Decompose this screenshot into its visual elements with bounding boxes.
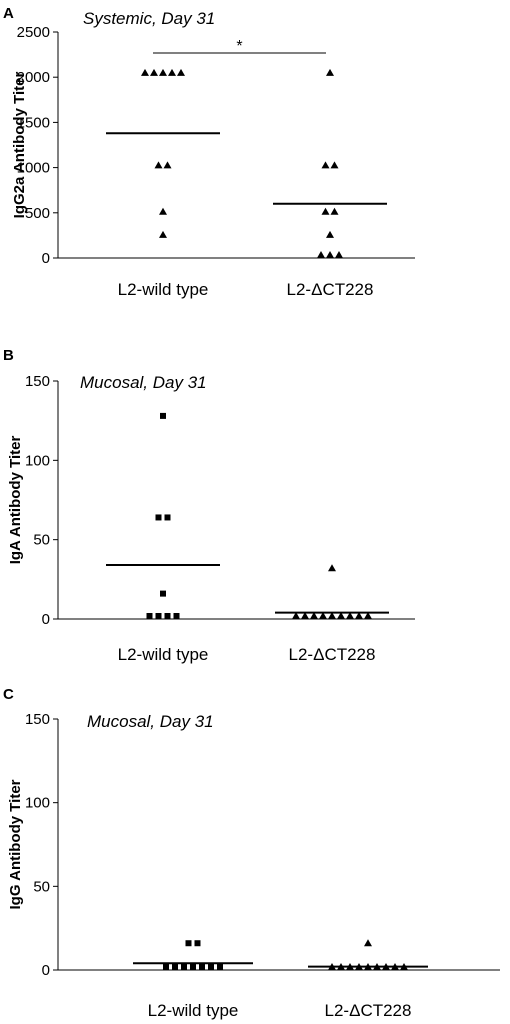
data-point <box>163 964 169 970</box>
data-point <box>190 964 196 970</box>
y-tick-label: 0 <box>42 250 50 267</box>
data-point <box>185 940 192 947</box>
data-point <box>208 964 214 970</box>
data-point <box>199 964 205 970</box>
data-point <box>173 613 180 619</box>
data-point <box>154 161 163 169</box>
data-point <box>319 612 327 619</box>
y-tick-label: 2000 <box>17 69 50 86</box>
data-point <box>321 161 330 169</box>
x-category-label: L2-wild type <box>118 280 209 299</box>
data-point <box>159 68 167 76</box>
data-point <box>150 68 158 76</box>
y-tick-label: 100 <box>25 795 50 812</box>
data-point <box>328 564 336 572</box>
y-axis-label: IgA Antibody Titer <box>7 436 24 565</box>
data-point <box>177 68 185 76</box>
data-point <box>155 613 162 619</box>
x-category-label: L2-ΔCT228 <box>325 1001 412 1020</box>
data-point <box>337 612 345 619</box>
y-tick-label: 1000 <box>17 160 50 177</box>
y-tick-label: 0 <box>42 962 50 979</box>
data-point <box>168 68 176 76</box>
data-point <box>317 251 325 258</box>
y-tick-label: 1500 <box>17 114 50 131</box>
data-point <box>194 940 201 947</box>
data-point <box>330 207 339 215</box>
x-category-label: L2-ΔCT228 <box>287 280 374 299</box>
y-tick-label: 50 <box>33 878 50 895</box>
data-point <box>155 514 162 521</box>
data-point <box>159 207 167 215</box>
data-point <box>301 612 309 619</box>
significance-star: * <box>236 38 242 55</box>
x-category-label: L2-wild type <box>118 645 209 664</box>
data-point <box>321 207 330 215</box>
x-category-label: L2-ΔCT228 <box>289 645 376 664</box>
y-tick-label: 150 <box>25 711 50 728</box>
panel-annotation: Systemic, Day 31 <box>83 9 215 28</box>
data-point <box>326 251 334 258</box>
panel-annotation: Mucosal, Day 31 <box>80 373 207 392</box>
data-point <box>164 514 171 521</box>
panel-letter: B <box>3 347 14 364</box>
data-point <box>160 412 166 419</box>
data-point <box>326 230 334 238</box>
y-axis-label: IgG Antibody Titer <box>7 779 24 909</box>
y-axis-label: IgG2a Antibody Titer <box>11 71 28 218</box>
data-point <box>163 161 172 169</box>
x-category-label: L2-wild type <box>148 1001 239 1020</box>
panel-letter: A <box>3 5 14 22</box>
data-point <box>328 612 336 619</box>
data-point <box>160 590 166 597</box>
y-tick-label: 100 <box>25 452 50 469</box>
data-point <box>355 612 363 619</box>
y-tick-label: 50 <box>33 532 50 549</box>
y-tick-label: 2500 <box>17 24 50 41</box>
data-point <box>159 230 167 238</box>
data-point <box>364 612 372 619</box>
y-tick-label: 150 <box>25 373 50 390</box>
y-tick-label: 500 <box>25 205 50 222</box>
panel-annotation: Mucosal, Day 31 <box>87 712 214 731</box>
y-tick-label: 0 <box>42 611 50 628</box>
data-point <box>141 68 149 76</box>
data-point <box>172 964 178 970</box>
data-point <box>326 68 334 76</box>
data-point <box>146 613 153 619</box>
data-point <box>364 939 372 947</box>
data-point <box>335 251 343 258</box>
data-point <box>217 964 223 970</box>
data-point <box>330 161 339 169</box>
data-point <box>346 612 354 619</box>
panel-letter: C <box>3 686 14 703</box>
data-point <box>310 612 318 619</box>
data-point <box>164 613 171 619</box>
data-point <box>181 964 187 970</box>
data-point <box>292 612 300 619</box>
